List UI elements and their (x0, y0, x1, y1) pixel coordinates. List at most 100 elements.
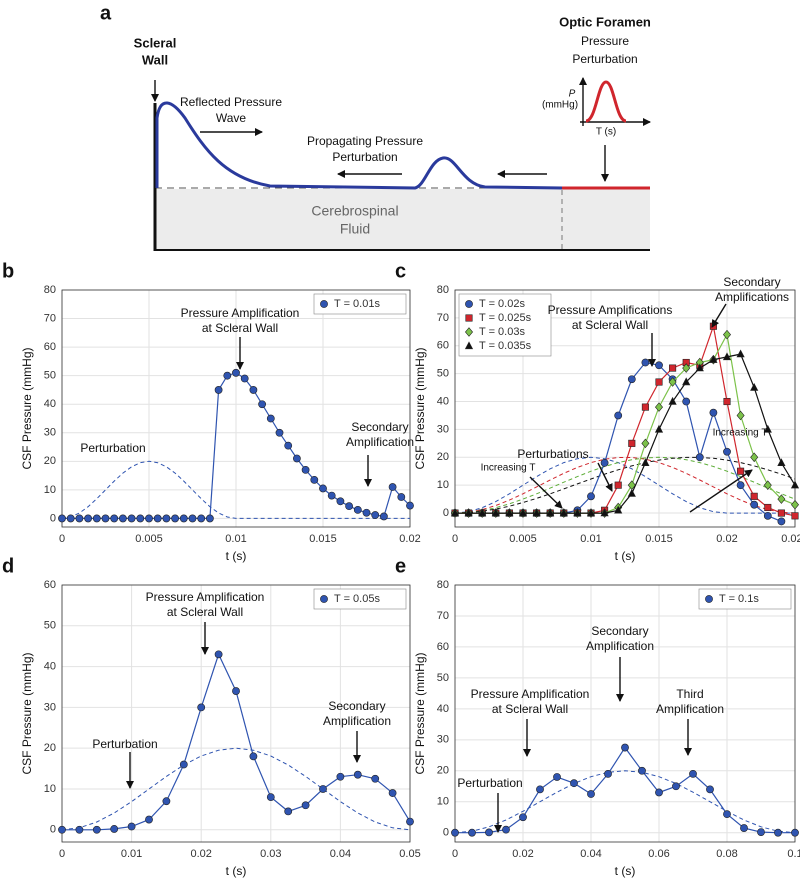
data-point (641, 438, 650, 449)
legend-box (313, 293, 407, 315)
x-tick-label: 0.08 (716, 848, 737, 860)
annotation: at Scleral Wall (202, 321, 278, 335)
data-point (672, 782, 680, 791)
inset-y-label: (mmHg) (542, 100, 578, 111)
legend-label: T = 0.1s (719, 593, 759, 605)
y-tick-label: 60 (437, 641, 449, 653)
wall-label: Scleral (134, 35, 177, 50)
data-point (232, 368, 240, 377)
x-tick-label: 0 (59, 848, 65, 860)
y-tick-label: 60 (44, 579, 56, 591)
y-tick-label: 50 (44, 620, 56, 632)
legend-marker (705, 595, 713, 603)
panel-label: b (2, 260, 14, 282)
y-tick-label: 70 (44, 312, 56, 324)
panel-label: a (100, 2, 112, 24)
y-tick-label: 30 (44, 427, 56, 439)
annotation: Secondary (723, 275, 780, 289)
data-point (600, 458, 609, 467)
data-point (388, 789, 397, 797)
data-point (319, 484, 327, 493)
data-point (275, 428, 284, 437)
plot-frame (454, 584, 796, 843)
plot-area (455, 585, 795, 842)
data-point (58, 514, 66, 523)
legend-label: T = 0.035s (479, 340, 532, 352)
annotation: Perturbations (517, 447, 588, 461)
data-point (669, 364, 677, 372)
data-point (764, 503, 772, 512)
annotation: Pressure Amplifications (548, 303, 673, 317)
data-point (450, 508, 460, 517)
y-tick-label: 40 (437, 703, 449, 715)
annotation: Perturbation (80, 441, 145, 455)
fluid-region (155, 189, 650, 250)
data-point (695, 363, 704, 372)
propagating-label: Propagating Pressure (307, 134, 423, 148)
data-point (546, 508, 555, 517)
data-point (518, 508, 528, 517)
x-axis-label: t (s) (226, 864, 247, 878)
data-point (627, 488, 636, 497)
data-point (145, 815, 153, 824)
y-tick-label: 20 (44, 455, 56, 467)
data-point (214, 650, 223, 659)
data-point (777, 494, 786, 504)
chart: 0 10 20 30 40 50 60 70 80 0 0.005 0.01 0.015 0.02 t (s… (2, 260, 421, 563)
annotation: Pressure Amplification (471, 687, 590, 701)
x-tick-label: 0 (452, 848, 458, 860)
data-point (240, 374, 249, 383)
perturbation-label: Pressure (581, 34, 629, 48)
plot-area (62, 585, 410, 842)
data-point (638, 766, 646, 775)
data-point (536, 785, 544, 794)
data-point (682, 397, 691, 406)
y-tick-label: 60 (44, 341, 56, 353)
y-tick-label: 30 (437, 423, 449, 435)
data-point (371, 774, 380, 783)
x-tick-label: 0.005 (135, 533, 163, 545)
data-point (92, 514, 101, 523)
data-point (750, 492, 758, 500)
data-point (790, 480, 800, 489)
y-axis-label: CSF Pressure (mmHg) (413, 652, 427, 774)
data-point (641, 358, 650, 367)
data-point (353, 770, 362, 779)
wall-label: Wall (142, 52, 168, 67)
annotation: Increasing T (481, 463, 536, 474)
data-point (532, 508, 541, 517)
chart: 0 10 20 30 40 50 60 70 80 0 0.005 0.01 0.015 0.02 0.02… (395, 260, 800, 563)
data-point (750, 500, 759, 509)
annotation-arrow (597, 462, 613, 492)
data-point (266, 414, 275, 423)
data-point (162, 514, 171, 523)
data-point (145, 514, 153, 523)
wave-curve (155, 101, 563, 190)
data-point (119, 514, 127, 523)
data-point (353, 505, 362, 514)
y-tick-label: 10 (44, 783, 56, 795)
data-point (709, 408, 718, 417)
x-tick-label: 0 (452, 533, 458, 545)
legend-label: T = 0.02s (479, 298, 525, 310)
legend-label: T = 0.01s (334, 298, 380, 310)
y-tick-label: 20 (437, 451, 449, 463)
data-point (628, 439, 636, 447)
data-point (301, 801, 310, 810)
legend-marker (320, 300, 328, 308)
y-tick-label: 70 (437, 610, 449, 622)
panel-label: e (395, 555, 406, 577)
inset-y-label: P (569, 89, 576, 100)
x-axis-label: t (s) (615, 864, 636, 878)
chart: 0 10 20 30 40 50 60 0 0.01 0.02 0.03 0.04 0.05 t (s) C… (2, 555, 421, 878)
data-point (101, 514, 110, 523)
data-point (336, 497, 345, 506)
data-point (695, 453, 704, 462)
y-tick-label: 80 (437, 284, 449, 296)
data-point (706, 785, 714, 794)
data-point (682, 363, 691, 373)
legend-box (458, 293, 552, 357)
y-tick-label: 0 (50, 512, 56, 524)
annotation: Pressure Amplification (181, 306, 300, 320)
data-point (723, 397, 731, 406)
